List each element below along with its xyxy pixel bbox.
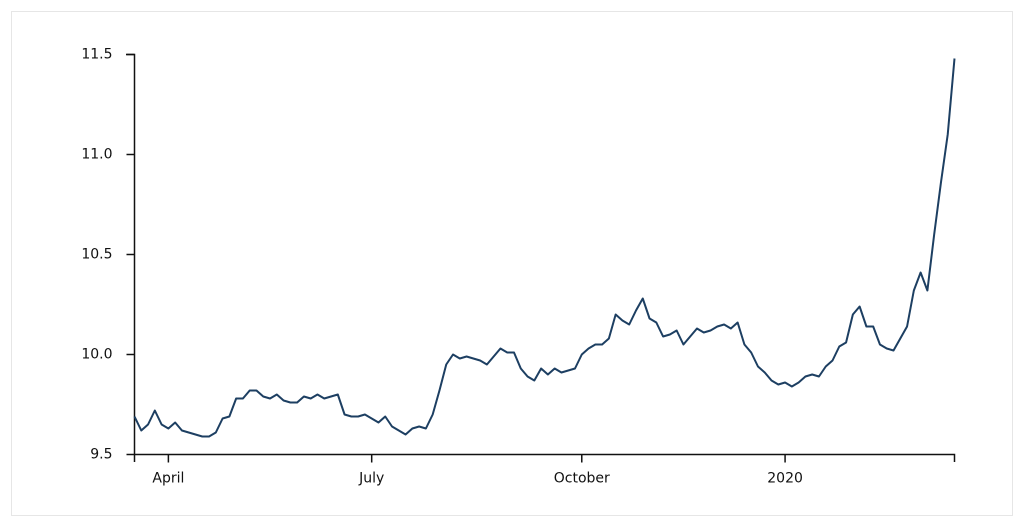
axes [126, 53, 956, 462]
frame [11, 11, 1013, 516]
y-tick-label: 10.5 [81, 247, 112, 263]
line [133, 58, 956, 438]
y-tick-label: 11.0 [81, 147, 112, 163]
x-tick-label: April [152, 471, 184, 487]
x-tick-label: October [554, 471, 610, 487]
y-tick-label: 9.5 [90, 447, 112, 463]
y-tick-label: 10.0 [81, 347, 112, 363]
x-tick-label: July [358, 471, 384, 487]
y-tick-label: 11.5 [81, 47, 112, 63]
x-tick-label: 2020 [767, 471, 803, 487]
